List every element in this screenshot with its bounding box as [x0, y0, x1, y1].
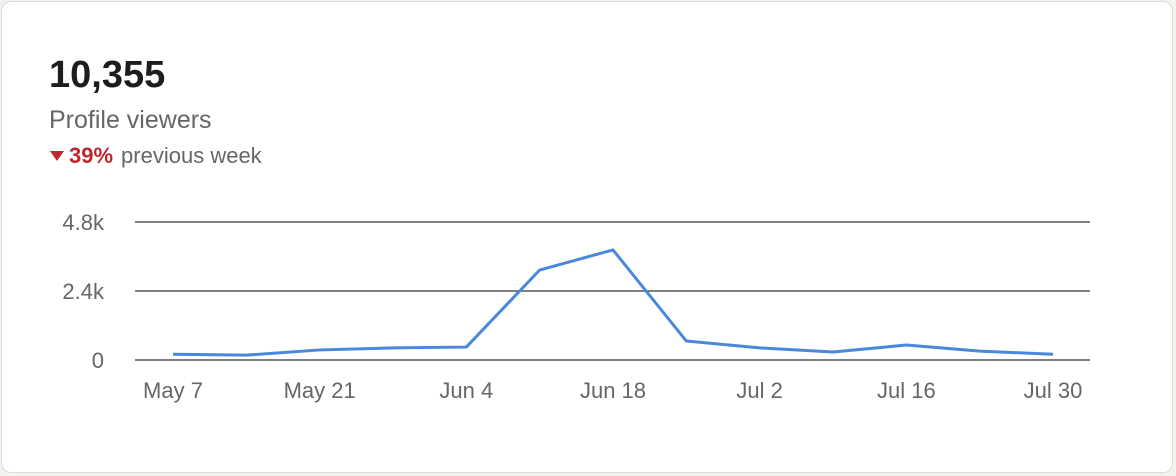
metric: Profile viewers [49, 106, 212, 134]
down-icon [50, 151, 64, 161]
y-tick-label: 2.4k [62, 279, 105, 304]
change: 39% previous week [49, 143, 262, 169]
x-tick-label: Jun 4 [439, 378, 493, 403]
y-tick-label: 4.8k [62, 210, 105, 235]
y-tick-label: 0 [92, 348, 104, 373]
x-tick-label: Jul 30 [1024, 378, 1083, 403]
comparison: previous week [121, 143, 262, 168]
x-tick-label: Jul 16 [877, 378, 936, 403]
x-tick-label: Jun 18 [580, 378, 646, 403]
total: 10,355 [49, 54, 166, 96]
change-percent: 39% [69, 143, 114, 168]
x-tick-label: May 21 [284, 378, 356, 403]
x-tick-label: Jul 2 [736, 378, 782, 403]
line [172, 248, 1054, 357]
x-tick-label: May 7 [143, 378, 203, 403]
